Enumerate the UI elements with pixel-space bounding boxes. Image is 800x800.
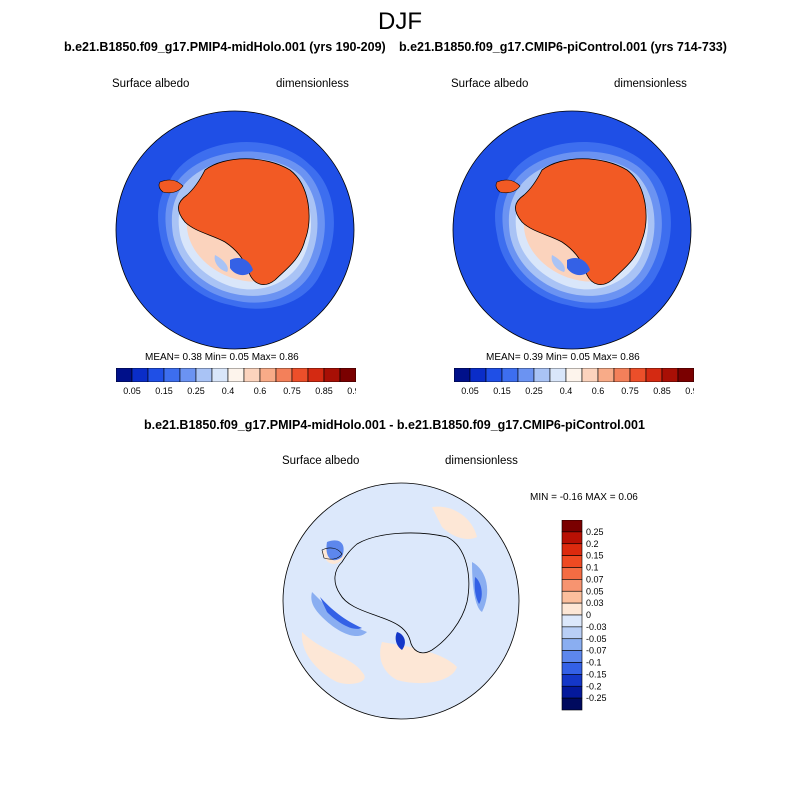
colorbar-tick-label: 0.05 xyxy=(461,386,479,396)
colorbar-box xyxy=(211,368,229,382)
diff-panel-title: b.e21.B1850.f09_g17.PMIP4-midHolo.001 - … xyxy=(144,418,645,432)
colorbar-box xyxy=(501,368,519,382)
diff-colorbar-box xyxy=(561,520,583,533)
diff-colorbar-tick-label: -0.07 xyxy=(586,646,607,656)
colorbar-box xyxy=(147,368,165,382)
left-panel-title: b.e21.B1850.f09_g17.PMIP4-midHolo.001 (y… xyxy=(64,40,386,54)
colorbar-tick-label: 0.85 xyxy=(315,386,333,396)
colorbar-tick-label: 0.85 xyxy=(653,386,671,396)
colorbar-box xyxy=(677,368,694,382)
colorbar-box xyxy=(179,368,197,382)
diff-colorbar-box xyxy=(561,697,583,711)
colorbar-tick-label: 0.05 xyxy=(123,386,141,396)
right-variable-label: Surface albedo xyxy=(451,78,529,90)
diff-colorbar-tick-label: 0.1 xyxy=(586,563,599,573)
diff-colorbar-tick-label: -0.03 xyxy=(586,622,607,632)
colorbar-box xyxy=(533,368,551,382)
colorbar-box xyxy=(517,368,535,382)
diff-colorbar-box xyxy=(561,567,583,580)
right-polar-map xyxy=(452,110,692,350)
colorbar-box xyxy=(454,368,471,382)
diff-colorbar-tick-label: 0.15 xyxy=(586,551,604,561)
diff-colorbar-box xyxy=(561,602,583,616)
diff-colorbar-tick-label: -0.05 xyxy=(586,634,607,644)
colorbar-box xyxy=(629,368,647,382)
colorbar-box xyxy=(259,368,277,382)
colorbar-box xyxy=(323,368,341,382)
colorbar-box xyxy=(597,368,615,382)
colorbar-tick-label: 0.95 xyxy=(347,386,356,396)
colorbar-tick-label: 0.25 xyxy=(187,386,205,396)
season-title: DJF xyxy=(378,8,422,35)
diff-colorbar-box xyxy=(561,543,583,556)
colorbar-box xyxy=(163,368,181,382)
colorbar-box xyxy=(565,368,583,382)
right-panel-title: b.e21.B1850.f09_g17.CMIP6-piControl.001 … xyxy=(399,40,727,54)
diff-polar-map xyxy=(282,482,520,720)
colorbar-tick-label: 0.25 xyxy=(525,386,543,396)
colorbar-box xyxy=(116,368,133,382)
diff-colorbar-box xyxy=(561,674,583,687)
diff-colorbar-box xyxy=(561,590,583,604)
diff-colorbar-tick-label: -0.1 xyxy=(586,658,602,668)
diff-units-label: dimensionless xyxy=(445,455,518,467)
diff-colorbar-box xyxy=(561,685,583,699)
diff-colorbar-box xyxy=(561,531,583,545)
colorbar-box xyxy=(549,368,567,382)
colorbar-box xyxy=(469,368,487,382)
colorbar-tick-label: 0.75 xyxy=(283,386,301,396)
diff-variable-label: Surface albedo xyxy=(282,455,360,467)
diff-colorbar-box xyxy=(561,626,583,640)
left-colorbar xyxy=(116,368,356,382)
colorbar-tick-label: 0.15 xyxy=(155,386,173,396)
right-stats: MEAN= 0.39 Min= 0.05 Max= 0.86 xyxy=(486,352,640,363)
colorbar-box xyxy=(243,368,261,382)
diff-colorbar-box xyxy=(561,650,583,663)
diff-colorbar-tick-label: -0.15 xyxy=(586,669,607,679)
colorbar-box xyxy=(307,368,325,382)
colorbar-tick-label: 0.6 xyxy=(592,386,605,396)
diff-colorbar: 0.25 0.2 0.15 0.10.07 0.05 0.03 0 -0.03 -0.05 -0.… xyxy=(561,520,607,711)
left-units-label: dimensionless xyxy=(276,78,349,90)
diff-colorbar-tick-label: -0.25 xyxy=(586,693,607,703)
colorbar-box xyxy=(645,368,663,382)
left-polar-map xyxy=(115,110,355,350)
colorbar-box xyxy=(275,368,293,382)
diff-colorbar-box xyxy=(561,662,583,675)
diff-colorbar-box xyxy=(561,579,583,592)
diff-colorbar-box xyxy=(561,555,583,568)
colorbar-box xyxy=(131,368,149,382)
diff-colorbar-tick-label: 0.2 xyxy=(586,539,599,549)
colorbar-box xyxy=(291,368,309,382)
left-variable-label: Surface albedo xyxy=(112,78,190,90)
right-units-label: dimensionless xyxy=(614,78,687,90)
colorbar-tick-label: 0.75 xyxy=(621,386,639,396)
diff-colorbar-tick-label: 0.03 xyxy=(586,598,604,608)
colorbar-box xyxy=(485,368,503,382)
colorbar-tick-label: 0.15 xyxy=(493,386,511,396)
colorbar-box xyxy=(581,368,599,382)
colorbar-box xyxy=(613,368,631,382)
colorbar-tick-label: 0.4 xyxy=(222,386,235,396)
diff-colorbar-tick-label: 0.25 xyxy=(586,527,604,537)
colorbar-tick-label: 0.95 xyxy=(685,386,694,396)
diff-colorbar-tick-label: 0.07 xyxy=(586,574,604,584)
diff-colorbar-tick-label: -0.2 xyxy=(586,681,602,691)
diff-colorbar-box xyxy=(561,614,583,628)
left-colorbar-labels: 0.05 0.15 0.25 0.4 0.6 0.75 0.85 0.95 xyxy=(123,386,356,396)
colorbar-tick-label: 0.4 xyxy=(560,386,573,396)
colorbar-box xyxy=(339,368,356,382)
diff-colorbar-tick-label: 0.05 xyxy=(586,586,604,596)
colorbar-box xyxy=(661,368,679,382)
right-colorbar-labels: 0.05 0.15 0.25 0.4 0.6 0.75 0.85 0.95 xyxy=(461,386,694,396)
colorbar-box xyxy=(227,368,245,382)
colorbar-box xyxy=(195,368,213,382)
diff-colorbar-box xyxy=(561,638,583,651)
right-colorbar xyxy=(454,368,694,382)
left-stats: MEAN= 0.38 Min= 0.05 Max= 0.86 xyxy=(145,352,299,363)
diff-colorbar-tick-label: 0 xyxy=(586,610,591,620)
diff-stats: MIN = -0.16 MAX = 0.06 xyxy=(530,492,638,503)
colorbar-tick-label: 0.6 xyxy=(254,386,267,396)
